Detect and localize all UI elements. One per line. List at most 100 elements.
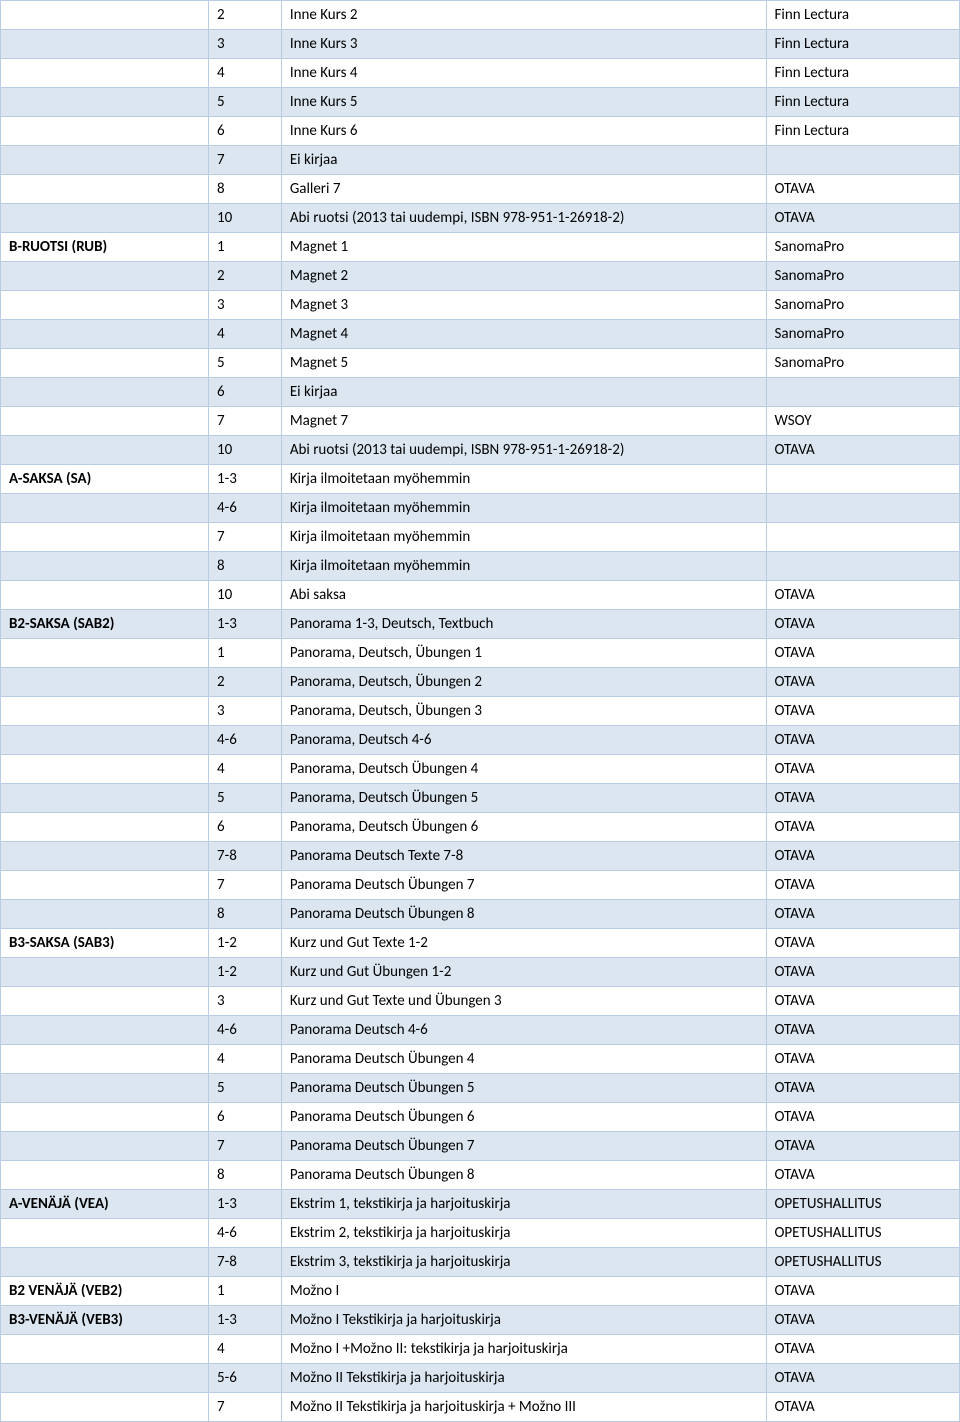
table-cell <box>766 146 960 175</box>
table-cell: Inne Kurs 4 <box>281 59 766 88</box>
table-cell: 8 <box>209 175 282 204</box>
table-cell: OPETUSHALLITUS <box>766 1248 960 1277</box>
table-row: 3Magnet 3SanomaPro <box>1 291 960 320</box>
table-cell: 5 <box>209 1074 282 1103</box>
table-cell: 5 <box>209 349 282 378</box>
table-cell: Inne Kurs 5 <box>281 88 766 117</box>
table-cell: Finn Lectura <box>766 1 960 30</box>
table-cell: 6 <box>209 1103 282 1132</box>
table-cell: 7 <box>209 1132 282 1161</box>
table-cell: OTAVA <box>766 1074 960 1103</box>
table-row: B-RUOTSI (RUB)1Magnet 1SanomaPro <box>1 233 960 262</box>
table-cell: Kirja ilmoitetaan myöhemmin <box>281 465 766 494</box>
table-cell: 7-8 <box>209 842 282 871</box>
table-cell: OTAVA <box>766 987 960 1016</box>
table-cell: OTAVA <box>766 1161 960 1190</box>
table-row: 7-8Ekstrim 3, tekstikirja ja harjoituski… <box>1 1248 960 1277</box>
table-cell <box>1 784 209 813</box>
table-cell: 3 <box>209 291 282 320</box>
table-cell <box>1 726 209 755</box>
table-cell: 6 <box>209 813 282 842</box>
table-cell: OPETUSHALLITUS <box>766 1219 960 1248</box>
table-row: 8Panorama Deutsch Übungen 8OTAVA <box>1 1161 960 1190</box>
table-cell <box>1 117 209 146</box>
table-cell <box>1 1335 209 1364</box>
table-cell: 1-3 <box>209 1190 282 1219</box>
table-cell <box>766 465 960 494</box>
table-cell: Magnet 1 <box>281 233 766 262</box>
table-cell: Panorama Deutsch Übungen 8 <box>281 1161 766 1190</box>
table-cell: 1-2 <box>209 958 282 987</box>
table-row: 1-2Kurz und Gut Übungen 1-2OTAVA <box>1 958 960 987</box>
table-cell <box>1 204 209 233</box>
table-cell: WSOY <box>766 407 960 436</box>
table-cell: 3 <box>209 30 282 59</box>
table-row: 10Abi saksaOTAVA <box>1 581 960 610</box>
table-cell: 6 <box>209 117 282 146</box>
table-cell: 2 <box>209 668 282 697</box>
table-row: 7Ei kirjaa <box>1 146 960 175</box>
table-cell: OTAVA <box>766 1364 960 1393</box>
table-cell: 4 <box>209 59 282 88</box>
table-cell: Kurz und Gut Texte 1-2 <box>281 929 766 958</box>
table-cell: Inne Kurs 3 <box>281 30 766 59</box>
table-cell <box>1 1393 209 1422</box>
table-cell: OTAVA <box>766 958 960 987</box>
table-cell: OTAVA <box>766 1306 960 1335</box>
table-cell: Finn Lectura <box>766 59 960 88</box>
table-row: 6Panorama Deutsch Übungen 6OTAVA <box>1 1103 960 1132</box>
table-cell: Panorama, Deutsch, Übungen 3 <box>281 697 766 726</box>
table-cell <box>1 262 209 291</box>
table-cell: Panorama Deutsch Übungen 7 <box>281 871 766 900</box>
table-cell: Možno I +Možno II: tekstikirja ja harjoi… <box>281 1335 766 1364</box>
table-row: 10 Abi ruotsi (2013 tai uudempi, ISBN 97… <box>1 204 960 233</box>
table-cell: SanomaPro <box>766 262 960 291</box>
table-cell <box>1 1364 209 1393</box>
table-cell <box>1 291 209 320</box>
table-cell: SanomaPro <box>766 320 960 349</box>
table-cell: Inne Kurs 2 <box>281 1 766 30</box>
table-cell: Inne Kurs 6 <box>281 117 766 146</box>
table-cell: Panorama Deutsch Übungen 8 <box>281 900 766 929</box>
table-row: 4-6Panorama, Deutsch 4-6OTAVA <box>1 726 960 755</box>
table-row: 5-6Možno II Tekstikirja ja harjoituskirj… <box>1 1364 960 1393</box>
table-cell: OPETUSHALLITUS <box>766 1190 960 1219</box>
table-cell: Ei kirjaa <box>281 146 766 175</box>
table-row: 5Inne Kurs 5Finn Lectura <box>1 88 960 117</box>
table-cell: OTAVA <box>766 1335 960 1364</box>
table-cell: Panorama Deutsch Übungen 6 <box>281 1103 766 1132</box>
table-cell: 6 <box>209 378 282 407</box>
table-cell: OTAVA <box>766 1045 960 1074</box>
table-cell <box>766 494 960 523</box>
table-cell: 8 <box>209 1161 282 1190</box>
table-cell: 1-3 <box>209 1306 282 1335</box>
table-cell: 4 <box>209 1335 282 1364</box>
table-cell <box>1 407 209 436</box>
table-cell: Možno II Tekstikirja ja harjoituskirja <box>281 1364 766 1393</box>
table-row: 8Galleri 7OTAVA <box>1 175 960 204</box>
table-cell <box>1 175 209 204</box>
table-cell: Magnet 4 <box>281 320 766 349</box>
table-cell: A-SAKSA (SA) <box>1 465 209 494</box>
table-cell <box>1 871 209 900</box>
table-cell: 2 <box>209 1 282 30</box>
table-cell: 4 <box>209 320 282 349</box>
table-row: B2 VENÄJÄ (VEB2)1Možno IOTAVA <box>1 1277 960 1306</box>
table-cell: A-VENÄJÄ (VEA) <box>1 1190 209 1219</box>
table-cell: Ekstrim 3, tekstikirja ja harjoituskirja <box>281 1248 766 1277</box>
table-cell: Panorama Deutsch 4-6 <box>281 1016 766 1045</box>
table-row: 5Panorama Deutsch Übungen 5OTAVA <box>1 1074 960 1103</box>
table-row: 4-6Ekstrim 2, tekstikirja ja harjoituski… <box>1 1219 960 1248</box>
table-row: 10 Abi ruotsi (2013 tai uudempi, ISBN 97… <box>1 436 960 465</box>
table-cell: 4-6 <box>209 494 282 523</box>
table-row: A-VENÄJÄ (VEA)1-3Ekstrim 1, tekstikirja … <box>1 1190 960 1219</box>
table-cell <box>1 1074 209 1103</box>
table-cell: B2 VENÄJÄ (VEB2) <box>1 1277 209 1306</box>
table-cell: OTAVA <box>766 204 960 233</box>
table-row: 1Panorama, Deutsch, Übungen 1OTAVA <box>1 639 960 668</box>
table-cell <box>1 987 209 1016</box>
table-cell <box>1 1132 209 1161</box>
table-cell <box>1 349 209 378</box>
table-cell <box>1 842 209 871</box>
table-cell: 7 <box>209 146 282 175</box>
